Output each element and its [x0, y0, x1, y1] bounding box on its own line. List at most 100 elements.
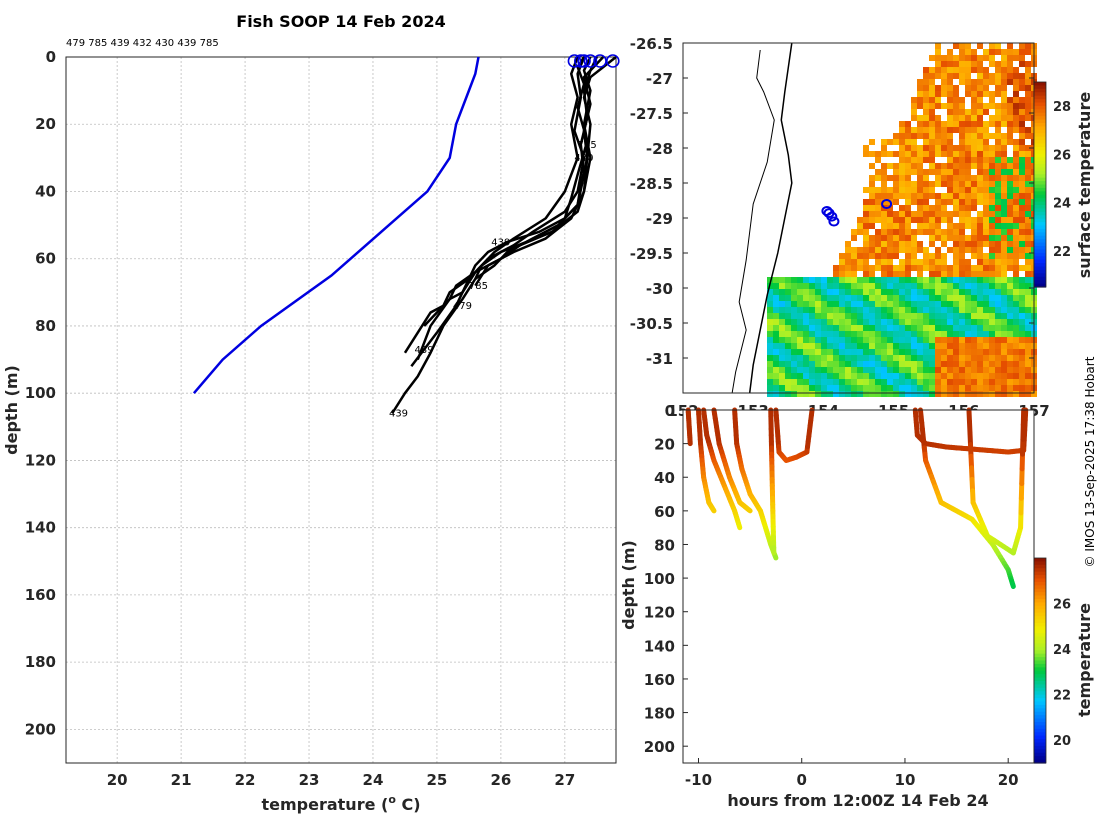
- profile-label: 439: [415, 345, 434, 356]
- y-tick-label: 80: [35, 317, 56, 335]
- x-tick-label: 25: [426, 771, 447, 789]
- x-tick-label: 27: [554, 771, 575, 789]
- sst-colorbar-label: surface temperature: [1075, 92, 1094, 279]
- section-panel: 0 20 40 60 80 100 120 140 160 180 200 -10 0 10 20 hours…: [619, 402, 1094, 810]
- map-lat-tick-label: -28.5: [630, 175, 673, 193]
- profile-line: [410, 56, 586, 368]
- temperature-colorbar-tick-label: 20: [1053, 734, 1071, 749]
- section-track: [695, 407, 717, 514]
- section-track: [768, 407, 777, 556]
- section-y-tick-label: 20: [654, 436, 675, 454]
- section-x-tick-label: 20: [998, 771, 1019, 789]
- y-tick-label: 140: [25, 519, 56, 537]
- y-tick-label: 180: [25, 653, 56, 671]
- section-y-tick-label: 60: [654, 503, 675, 521]
- y-tick-label: 40: [35, 182, 56, 200]
- profile-line: [391, 56, 579, 415]
- section-x-axis-label: hours from 12:00Z 14 Feb 24: [727, 791, 988, 810]
- surface-marker: [606, 54, 620, 68]
- map-lat-tick-label: -29.5: [630, 245, 673, 263]
- y-tick-label: 60: [35, 250, 56, 268]
- map-panel: -26.5 -27 -27.5 -28 -28.5 -29 -29.5 -30 -30.5 -31…: [630, 35, 1094, 420]
- section-x-tick-label: -10: [685, 771, 712, 789]
- sst-colorbar-tick-label: 22: [1053, 245, 1071, 260]
- sst-colorbar-tick-label: 28: [1053, 100, 1071, 115]
- profile-label: 430: [574, 153, 593, 164]
- y-tick-label: 0: [46, 48, 56, 66]
- map-lat-tick-label: -28: [646, 140, 673, 158]
- profile-label: 479: [453, 301, 472, 312]
- temperature-colorbar-tick-label: 24: [1053, 643, 1071, 658]
- x-tick-label: 20: [107, 771, 128, 789]
- profile-axes-frame: [65, 56, 617, 764]
- y-tick-label: 200: [25, 720, 56, 738]
- section-y-tick-label: 200: [644, 738, 675, 756]
- map-lat-tick-label: -27.5: [630, 105, 673, 123]
- section-y-tick-label: 80: [654, 536, 675, 554]
- map-lat-tick-label: -27: [646, 70, 673, 88]
- x-axis-label-text: temperature (: [261, 795, 388, 814]
- map-lat-tick-label: -26.5: [630, 35, 673, 53]
- profile-plot-area: [66, 57, 616, 763]
- section-y-tick-label: 40: [654, 469, 675, 487]
- profile-label: 785: [578, 140, 597, 151]
- shelf-contour: [731, 49, 775, 394]
- y-tick-label: 120: [25, 451, 56, 469]
- x-tick-label: 26: [490, 771, 511, 789]
- x-tick-label: 22: [235, 771, 256, 789]
- section-y-tick-label: 180: [644, 705, 675, 723]
- x-tick-label: 23: [299, 771, 320, 789]
- profile-line: [474, 56, 605, 280]
- map-lat-tick-label: -29: [646, 210, 673, 228]
- station-marker: [828, 216, 840, 227]
- section-y-axis-label: depth (m): [619, 540, 638, 630]
- section-track: [685, 407, 693, 447]
- section-y-tick-label: 0: [665, 402, 675, 420]
- surface-marker: [583, 54, 598, 68]
- y-axis-label: depth (m): [2, 365, 21, 455]
- climatology-line: [192, 56, 480, 395]
- section-y-tick-label: 120: [644, 604, 675, 622]
- section-track: [966, 407, 1027, 556]
- coastline: [748, 42, 793, 394]
- y-tick-label: 160: [25, 586, 56, 604]
- x-axis-label-unit: C): [396, 795, 421, 814]
- section-plot-area: [683, 410, 1034, 763]
- sst-colorbar: [1033, 81, 1047, 288]
- y-tick-label: 100: [25, 384, 56, 402]
- section-y-tick-label: 160: [644, 671, 675, 689]
- map-lat-tick-label: -31: [646, 350, 673, 368]
- section-track: [773, 407, 815, 463]
- sst-colorbar-tick-label: 26: [1053, 148, 1071, 163]
- map-lat-tick-label: -30.5: [630, 315, 673, 333]
- profile-label: 439: [491, 237, 510, 248]
- profile-line: [474, 56, 617, 287]
- profile-id-list: 479 785 439 432 430 439 785: [66, 38, 219, 49]
- x-axis-label: temperature (o C): [261, 793, 420, 814]
- section-y-tick-label: 140: [644, 637, 675, 655]
- section-y-tick-label: 100: [644, 570, 675, 588]
- section-track: [711, 407, 753, 514]
- section-track: [701, 407, 743, 531]
- profile-panel: 20 21 22 23 24 25 26 27 0 20 40 60 80 100 120 140 160 180…: [2, 12, 620, 814]
- temperature-colorbar-tick-label: 22: [1053, 689, 1071, 704]
- temperature-colorbar-label: temperature: [1075, 603, 1094, 717]
- surface-marker: [567, 54, 582, 68]
- temperature-colorbar-tick-label: 26: [1053, 598, 1071, 613]
- profile-label: 439: [389, 409, 408, 420]
- section-track: [917, 407, 1016, 589]
- chart-title: Fish SOOP 14 Feb 2024: [236, 12, 445, 31]
- x-tick-label: 21: [171, 771, 192, 789]
- section-x-tick-label: 10: [895, 771, 916, 789]
- station-marker: [881, 199, 893, 209]
- temperature-colorbar: [1033, 557, 1047, 764]
- degree-superscript: o: [388, 793, 396, 806]
- section-x-tick-label: 0: [797, 771, 807, 789]
- surface-marker: [577, 54, 591, 68]
- y-tick-label: 20: [35, 115, 56, 133]
- station-marker: [821, 206, 833, 216]
- x-tick-label: 24: [363, 771, 384, 789]
- map-lat-tick-label: -30: [646, 280, 673, 298]
- profile-label: 785: [469, 281, 488, 292]
- profile-line: [416, 56, 592, 361]
